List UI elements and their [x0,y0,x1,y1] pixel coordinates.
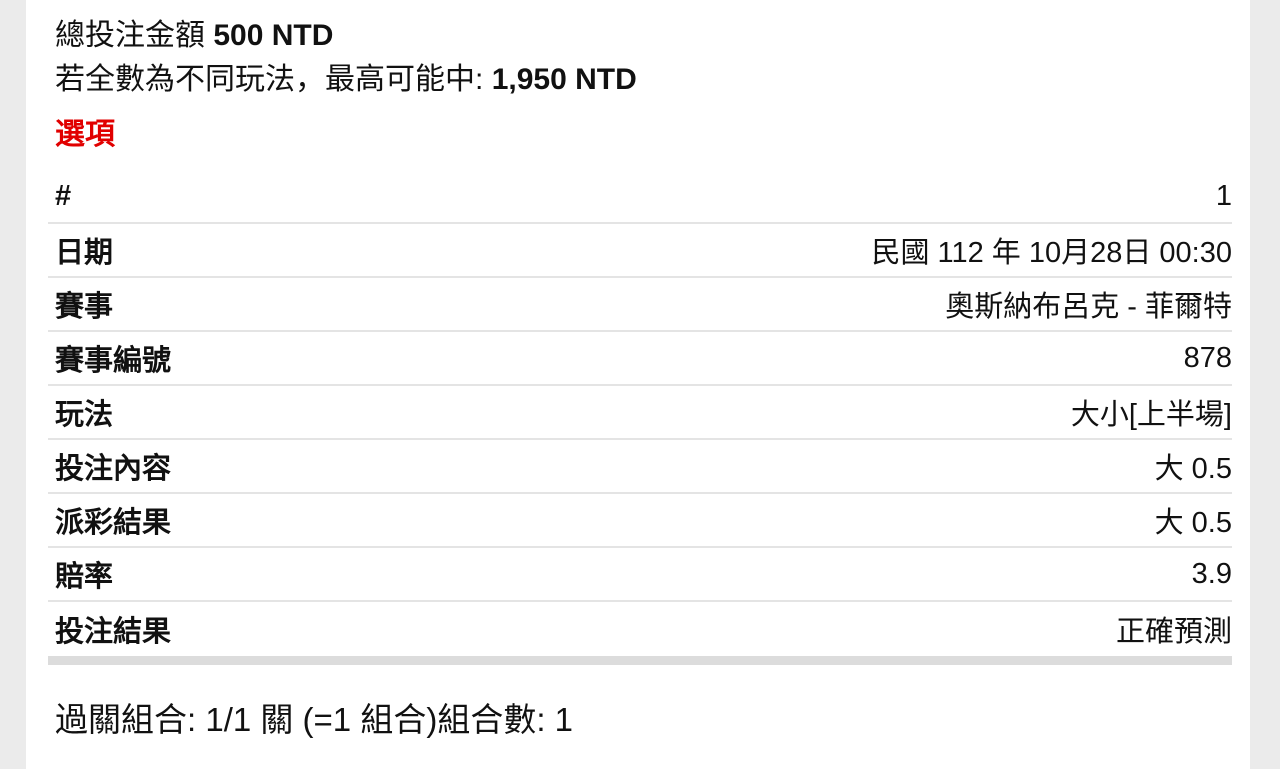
table-row: 日期 民國 112 年 10月28日 00:30 [48,224,1232,278]
max-win-line: 若全數為不同玩法，最高可能中: 1,950 NTD [55,58,1232,102]
options-heading: 選項 [55,118,115,151]
table-row: 投注結果 正確預測 [48,602,1232,656]
row-label: 日期 [55,237,114,269]
row-value: 大小[上半場] [1070,399,1232,431]
row-label: 賽事編號 [55,345,172,377]
row-value: 大 0.5 [1154,453,1232,485]
bet-slip-card: 總投注金額 500 NTD 若全數為不同玩法，最高可能中: 1,950 NTD … [26,0,1250,769]
table-row: 賽事編號 878 [48,332,1232,386]
total-bet-value: 500 NTD [213,19,334,52]
max-win-label: 若全數為不同玩法，最高可能中: [55,63,484,96]
row-value: 民國 112 年 10月28日 00:30 [871,237,1232,269]
table-row: # 1 [48,170,1232,224]
table-row: 玩法 大小[上半場] [48,386,1232,440]
row-value: 1 [1215,179,1232,212]
row-value: 正確預測 [1115,616,1232,648]
bet-summary: 總投注金額 500 NTD 若全數為不同玩法，最高可能中: 1,950 NTD [48,10,1232,102]
row-label: 賠率 [55,561,114,593]
table-row: 派彩結果 大 0.5 [48,494,1232,548]
row-value: 3.9 [1191,557,1232,590]
row-value: 大 0.5 [1154,507,1232,539]
table-row: 投注內容 大 0.5 [48,440,1232,494]
table-row: 賠率 3.9 [48,548,1232,602]
options-table: # 1 日期 民國 112 年 10月28日 00:30 賽事 奧斯納布呂克 -… [48,170,1232,656]
row-label: 玩法 [55,399,114,431]
row-label: 投注結果 [55,616,172,648]
row-value: 奧斯納布呂克 - 菲爾特 [945,291,1232,323]
row-label: 投注內容 [55,453,172,485]
max-win-value: 1,950 NTD [491,63,637,96]
total-bet-label: 總投注金額 [55,19,205,52]
table-row: 賽事 奧斯納布呂克 - 菲爾特 [48,278,1232,332]
row-value: 878 [1183,341,1232,374]
row-label: # [55,179,72,212]
parlay-combo-text: 過關組合: 1/1 關 (=1 組合)組合數: 1 [55,701,574,738]
row-label: 賽事 [55,291,114,323]
total-bet-line: 總投注金額 500 NTD [55,14,1232,58]
section-divider [48,656,1232,665]
row-label: 派彩結果 [55,507,172,539]
